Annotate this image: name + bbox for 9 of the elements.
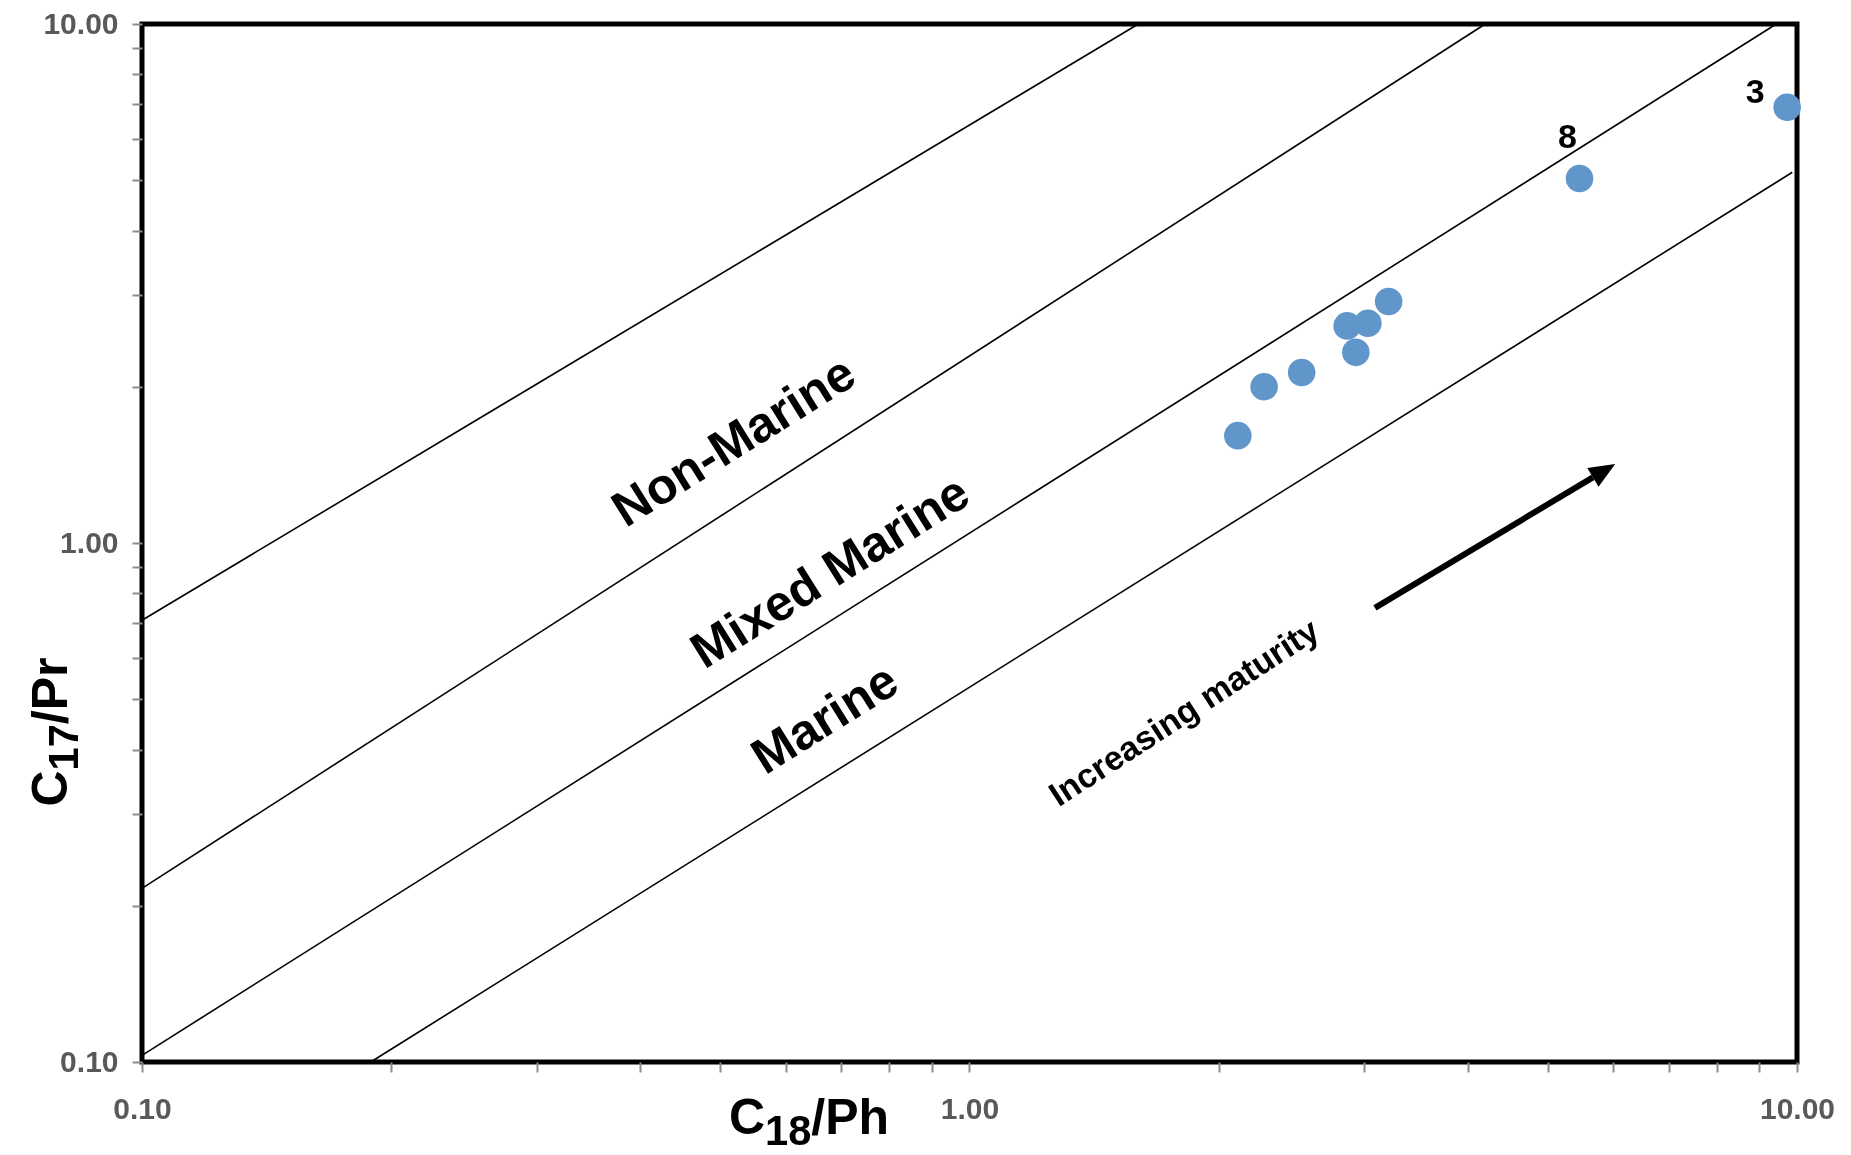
annotation: 8 [1558, 117, 1577, 156]
x-tick-label: 10.00 [1759, 1091, 1836, 1125]
y-tick-label: 0.10 [60, 1044, 119, 1078]
x-axis-title: C$_{18}$/Ph [728, 1089, 890, 1154]
x-tick-label: 0.10 [113, 1091, 172, 1125]
y-tick-label: 1.00 [60, 525, 119, 559]
x-tick-label: 1.00 [940, 1091, 1000, 1125]
y-tick-label: 10.00 [43, 6, 119, 40]
annotation: 3 [1745, 72, 1765, 111]
